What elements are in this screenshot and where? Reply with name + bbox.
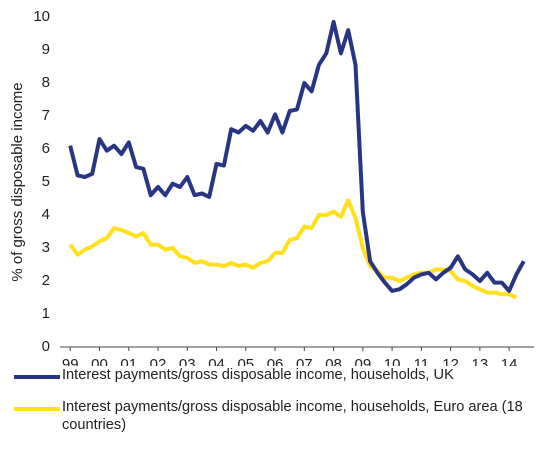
x-tick-label: 00 <box>91 356 108 366</box>
x-tick-label: 05 <box>237 356 254 366</box>
legend-item: Interest payments/gross disposable incom… <box>0 366 551 384</box>
x-tick-label: 07 <box>296 356 313 366</box>
chart: % of gross disposable income 01234567891… <box>9 8 534 373</box>
x-tick-label: 12 <box>442 356 459 366</box>
y-tick-label: 5 <box>42 173 50 190</box>
y-tick-label: 8 <box>42 74 50 91</box>
x-tick-label: 04 <box>208 356 225 366</box>
y-tick-label: 0 <box>42 338 50 355</box>
y-tick-label: 4 <box>42 206 50 223</box>
x-tick-label: 03 <box>179 356 196 366</box>
series-line <box>68 19 526 293</box>
x-tick-label: 02 <box>150 356 167 366</box>
legend: Interest payments/gross disposable incom… <box>0 366 551 448</box>
x-tick-label: 11 <box>414 356 430 366</box>
x-tick-label: 06 <box>267 356 284 366</box>
y-tick-label: 9 <box>42 41 50 58</box>
y-tick-label: 7 <box>42 107 50 124</box>
legend-item: Interest payments/gross disposable incom… <box>0 398 551 434</box>
legend-swatch <box>14 407 60 411</box>
x-tick-label: 01 <box>120 356 137 366</box>
x-tick-label: 13 <box>472 356 489 366</box>
y-tick-label: 1 <box>42 305 50 322</box>
y-tick-label: 3 <box>42 239 50 256</box>
x-tick-label: 99 <box>62 356 79 366</box>
x-tick-label: 14 <box>501 356 518 366</box>
legend-swatch <box>14 375 60 379</box>
y-tick-label: 2 <box>42 272 50 289</box>
y-tick-label: 10 <box>33 8 50 25</box>
x-tick-label: 10 <box>384 356 401 366</box>
series-line <box>68 198 518 300</box>
legend-label: Interest payments/gross disposable incom… <box>62 399 523 433</box>
legend-label: Interest payments/gross disposable incom… <box>62 367 454 383</box>
y-tick-label: 6 <box>42 140 50 157</box>
y-axis-label: % of gross disposable income <box>9 82 26 281</box>
x-tick-label: 09 <box>354 356 371 366</box>
x-tick-label: 08 <box>325 356 342 366</box>
